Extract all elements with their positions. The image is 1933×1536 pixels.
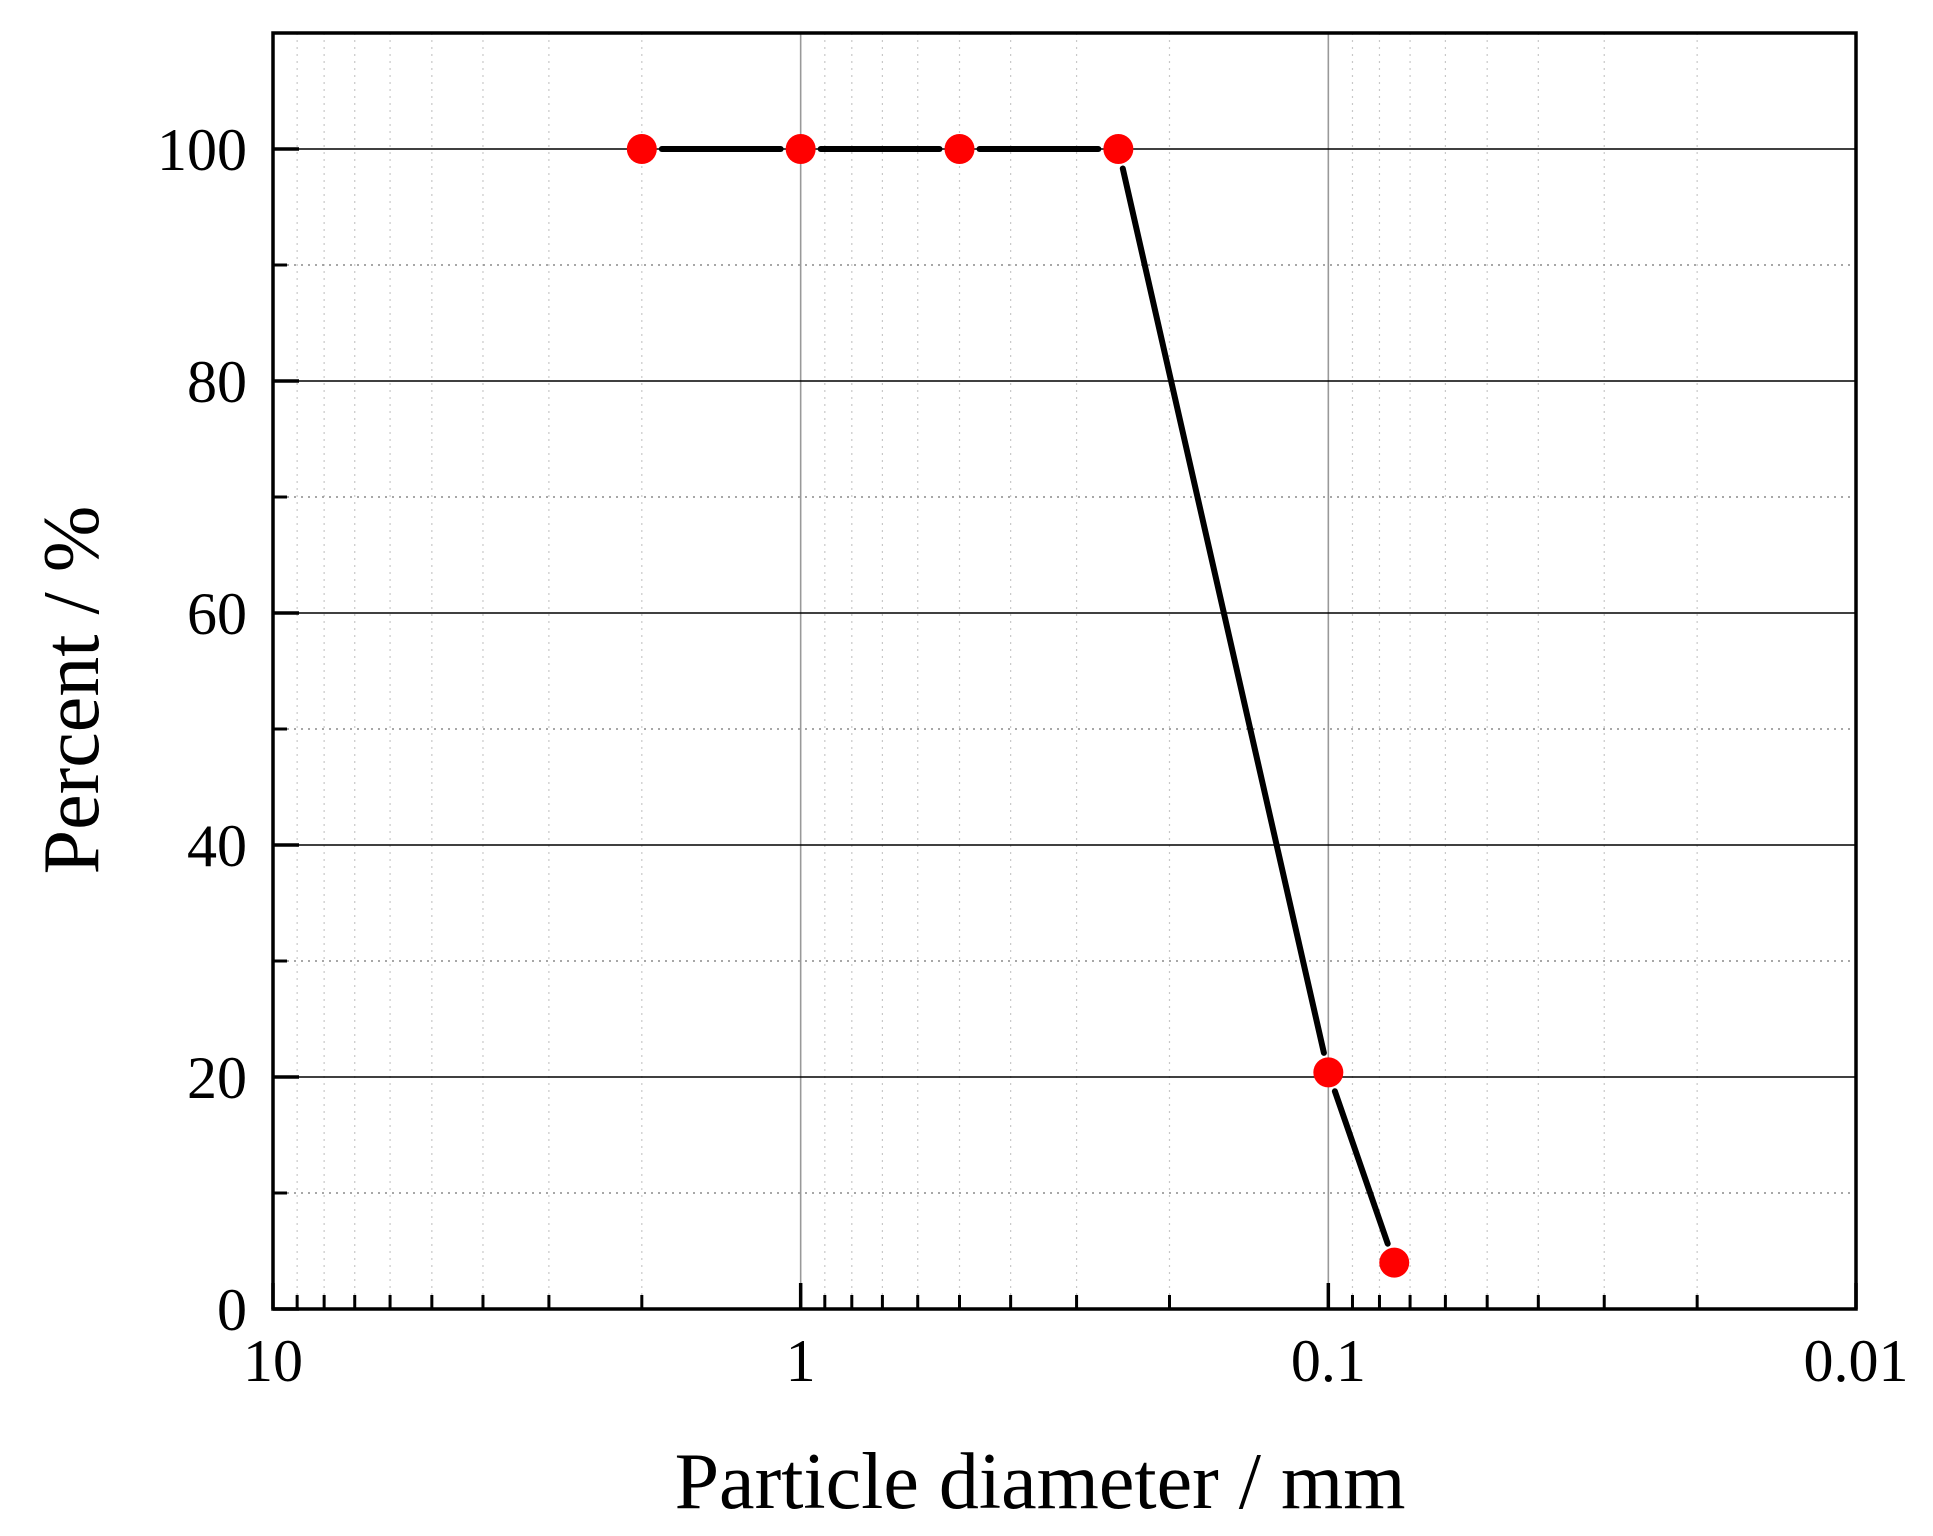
x-tick-label: 0.01 — [1804, 1328, 1909, 1394]
x-tick-label: 10 — [243, 1328, 303, 1394]
y-tick-label: 20 — [187, 1045, 247, 1111]
data-point — [785, 134, 816, 164]
y-tick-label: 60 — [187, 581, 247, 647]
x-axis-title: Particle diameter / mm — [675, 1438, 1406, 1526]
major-gridlines — [273, 33, 1856, 1309]
data-point — [944, 134, 975, 164]
y-axis-title: Percent / % — [28, 506, 116, 875]
data-point — [626, 134, 657, 164]
y-tick-label: 80 — [187, 349, 247, 415]
series-line-segment — [1331, 1088, 1391, 1247]
y-tick-label: 40 — [187, 813, 247, 879]
y-tick-labels: 0 20 40 60 80 100 — [157, 117, 247, 1343]
x-tick-label: 0.1 — [1291, 1328, 1366, 1394]
data-point — [1313, 1057, 1344, 1088]
x-tick-label: 1 — [786, 1328, 816, 1394]
data-series — [626, 134, 1410, 1278]
data-point — [1379, 1247, 1410, 1278]
minor-gridlines — [273, 33, 1856, 1309]
y-tick-label: 100 — [157, 117, 247, 183]
series-line-segment — [1119, 165, 1327, 1056]
x-tick-labels: 10 1 0.1 0.01 — [243, 1328, 1909, 1394]
data-point — [1103, 134, 1134, 164]
plot-frame — [271, 31, 1858, 1311]
y-tick-label: 0 — [217, 1277, 247, 1343]
